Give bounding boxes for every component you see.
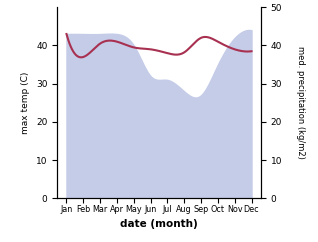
Y-axis label: med. precipitation (kg/m2): med. precipitation (kg/m2) (296, 46, 305, 159)
Y-axis label: max temp (C): max temp (C) (21, 72, 31, 134)
X-axis label: date (month): date (month) (120, 219, 198, 229)
